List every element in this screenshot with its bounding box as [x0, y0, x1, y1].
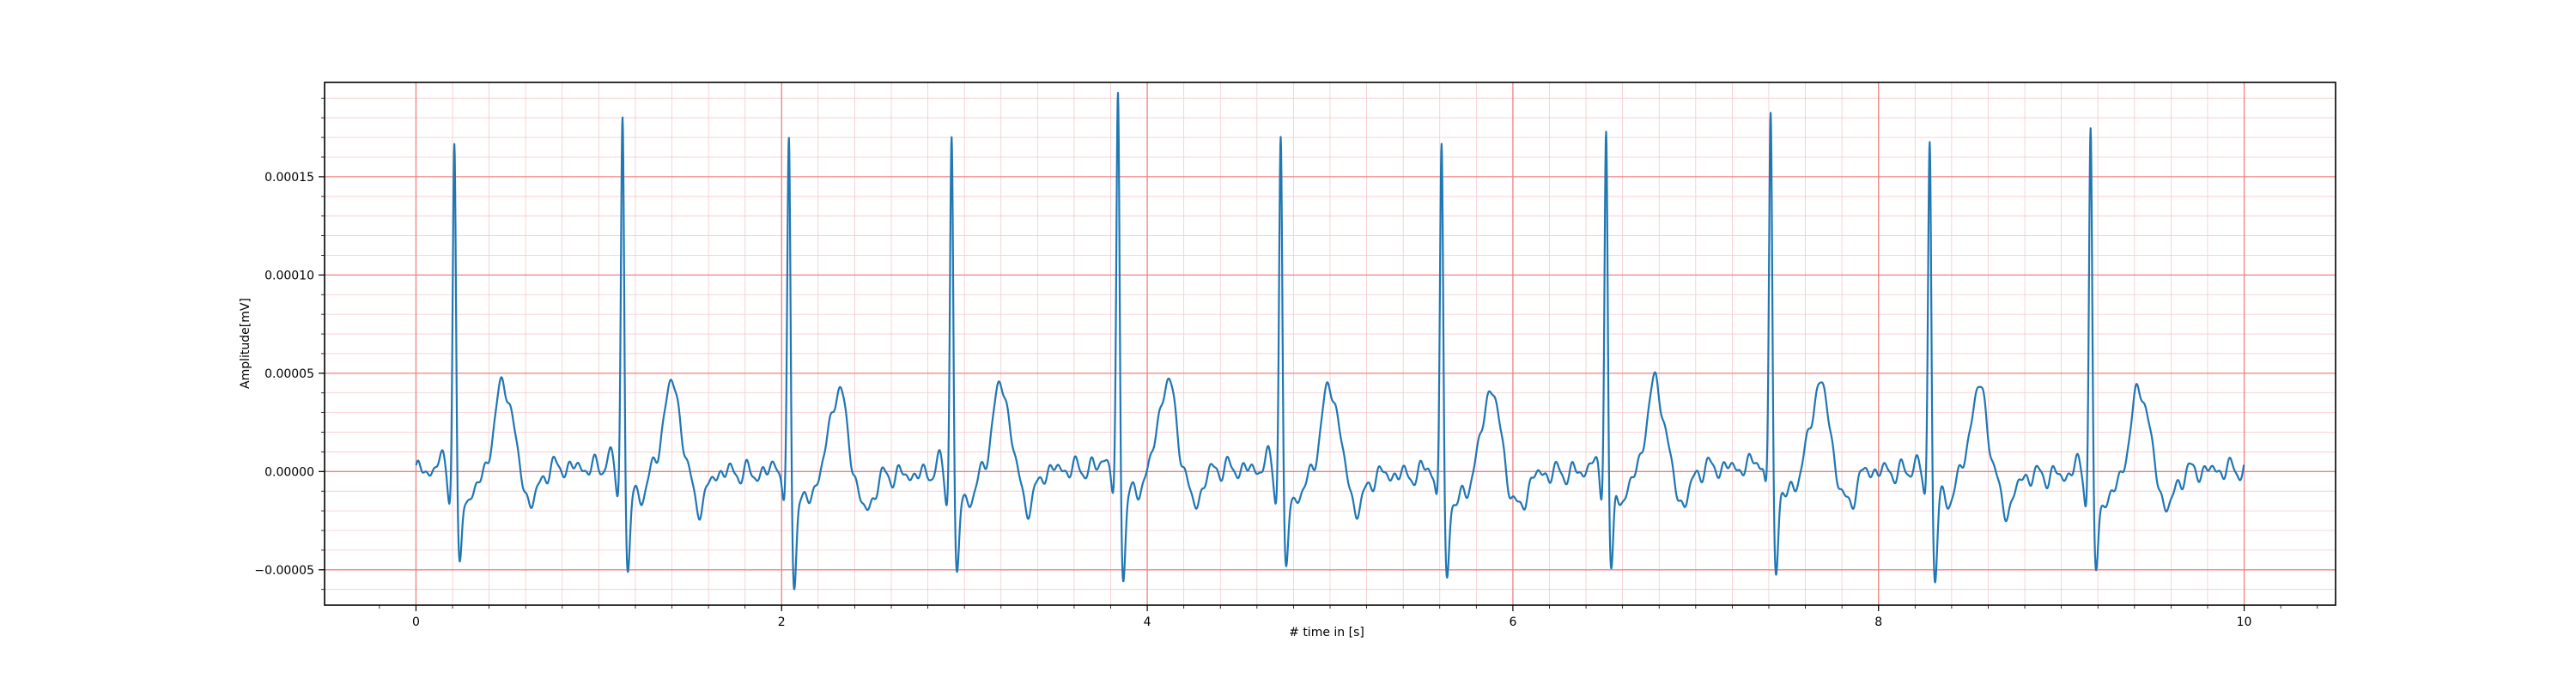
- y-axis-label: Amplitude[mV]: [239, 298, 252, 389]
- x-tick-label: 2: [778, 615, 786, 629]
- y-tick-label: 0.00010: [264, 269, 314, 282]
- y-tick-label: −0.00005: [254, 564, 314, 578]
- y-axis-ticks: −0.00005 0.00000 0.00005 0.00010 0.00015: [254, 98, 325, 589]
- x-tick-label: 10: [2237, 615, 2252, 629]
- x-tick-label: 0: [412, 615, 420, 629]
- x-axis-label: # time in [s]: [1289, 626, 1364, 639]
- y-tick-label: 0.00015: [264, 171, 314, 185]
- x-tick-label: 8: [1874, 615, 1882, 629]
- y-tick-label: 0.00005: [264, 367, 314, 381]
- x-tick-label: 6: [1509, 615, 1516, 629]
- x-tick-label: 4: [1144, 615, 1151, 629]
- y-tick-label: 0.00000: [264, 465, 314, 479]
